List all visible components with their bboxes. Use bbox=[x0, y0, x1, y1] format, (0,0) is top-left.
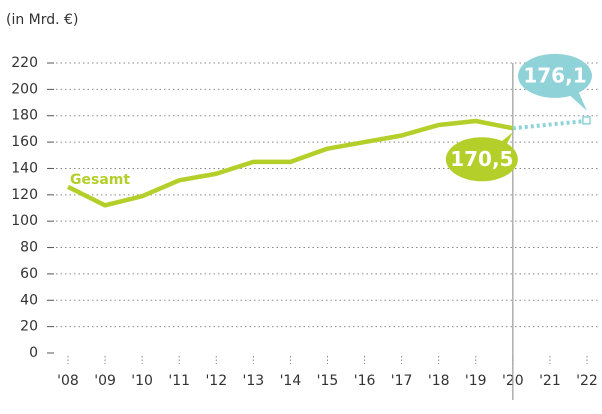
y-tick-label: 180 bbox=[11, 108, 38, 124]
x-tick-label: '10 bbox=[131, 373, 153, 389]
end-marker bbox=[582, 116, 591, 125]
x-tick-label: '12 bbox=[205, 373, 227, 389]
value-label: 176,1 bbox=[523, 63, 586, 87]
x-tick-label: '11 bbox=[168, 373, 190, 389]
series-line bbox=[66, 118, 514, 208]
x-tick-label: '21 bbox=[539, 373, 561, 389]
y-tick-label: 60 bbox=[20, 266, 38, 282]
y-tick-label: 220 bbox=[11, 55, 38, 71]
series-label: Gesamt bbox=[70, 172, 130, 188]
y-tick-label: 140 bbox=[11, 160, 38, 176]
y-tick-label: 0 bbox=[29, 345, 38, 361]
x-tick-label: '09 bbox=[94, 373, 116, 389]
x-tick-label: '14 bbox=[280, 373, 302, 389]
series-line bbox=[512, 118, 588, 131]
x-tick-label: '08 bbox=[57, 373, 79, 389]
y-tick-label: 40 bbox=[20, 292, 38, 308]
y-tick-label: 160 bbox=[11, 134, 38, 150]
callout-bubble bbox=[566, 92, 587, 111]
value-label: 170,5 bbox=[450, 147, 513, 171]
y-tick-label: 80 bbox=[20, 240, 38, 256]
y-tick-label: 20 bbox=[20, 319, 38, 335]
callout-bubble bbox=[517, 53, 592, 98]
x-tick-label: '19 bbox=[465, 373, 487, 389]
callout-bubble bbox=[445, 137, 518, 182]
x-tick-label: '15 bbox=[317, 373, 339, 389]
y-axis-label: (in Mrd. €) bbox=[6, 12, 78, 28]
callout-bubble bbox=[492, 132, 513, 149]
x-tick-label: '13 bbox=[243, 373, 265, 389]
x-tick-label: '17 bbox=[391, 373, 413, 389]
y-tick-label: 200 bbox=[11, 81, 38, 97]
x-tick-label: '16 bbox=[354, 373, 376, 389]
x-tick-label: '22 bbox=[576, 373, 598, 389]
x-tick-label: '18 bbox=[428, 373, 450, 389]
y-tick-label: 120 bbox=[11, 187, 38, 203]
y-tick-label: 100 bbox=[11, 213, 38, 229]
